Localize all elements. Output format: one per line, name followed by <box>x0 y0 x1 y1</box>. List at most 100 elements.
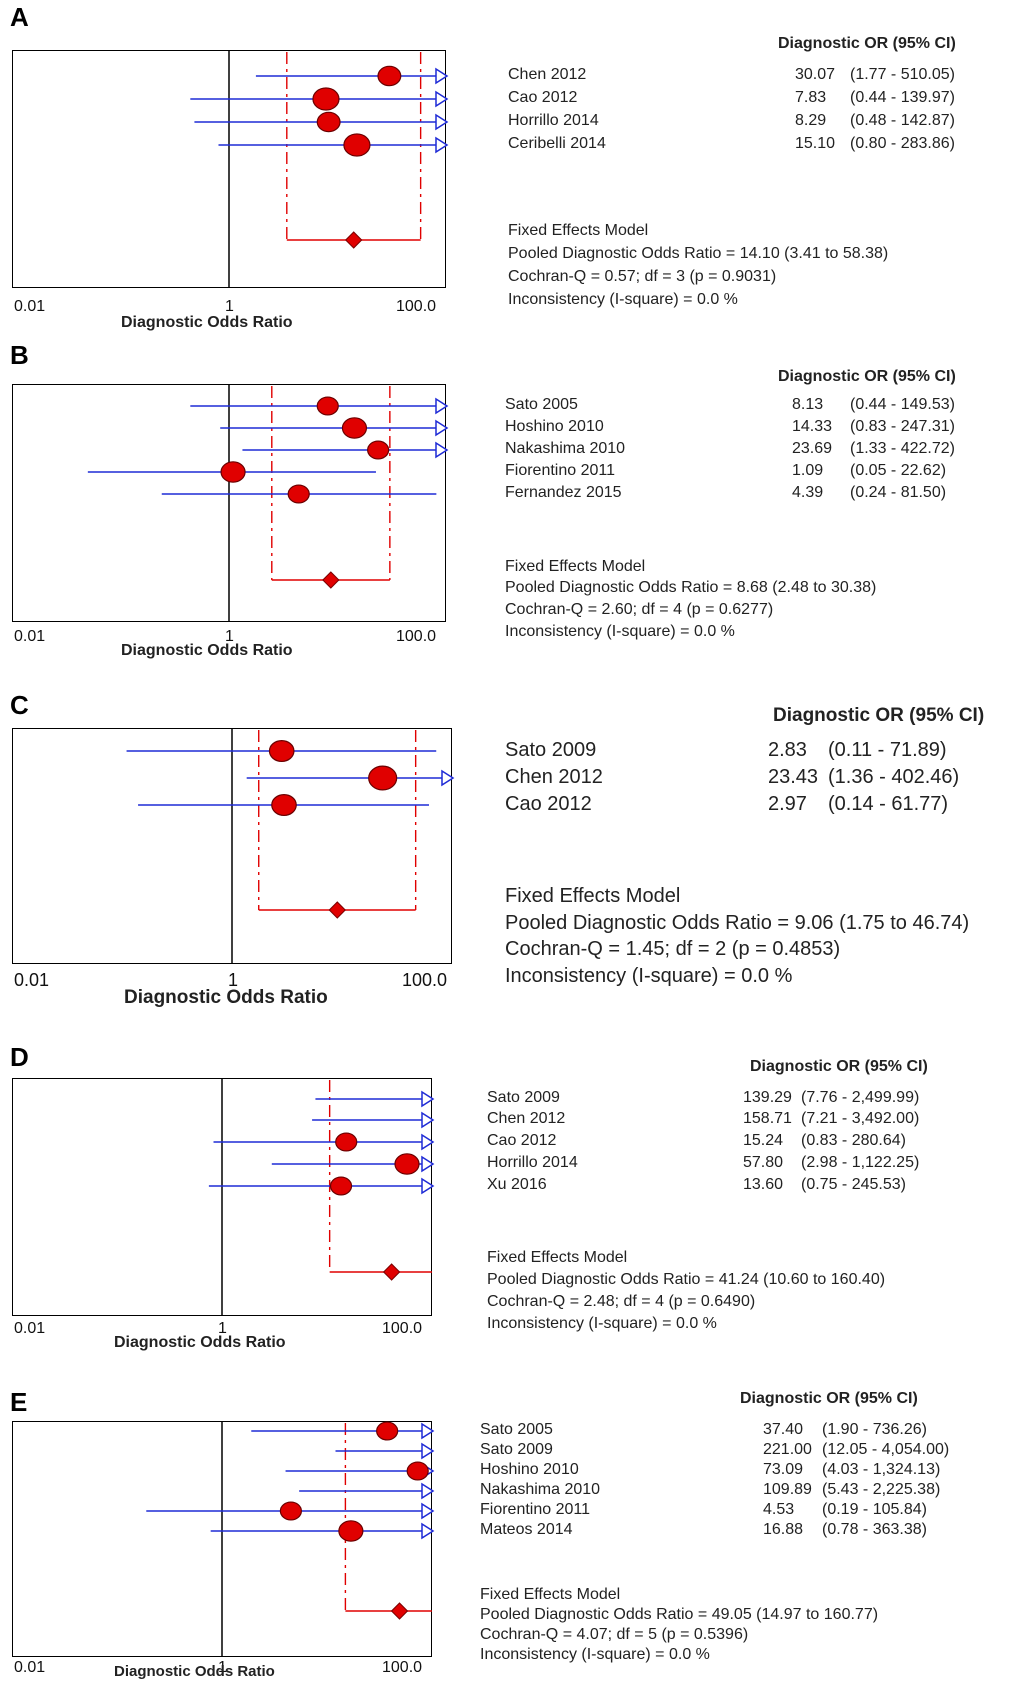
study-point-marker <box>316 111 341 133</box>
ci-range: (1.33 - 422.72) <box>850 440 955 458</box>
x-tick-label: 1 <box>228 970 239 990</box>
ci-range: (0.05 - 22.62) <box>850 462 947 480</box>
pooled-diamond <box>344 231 363 249</box>
ci-arrow-icon <box>435 419 449 437</box>
ci-range: (4.03 - 1,324.13) <box>822 1461 941 1479</box>
study-point-marker <box>341 417 368 439</box>
ci-range: (0.44 - 139.97) <box>850 89 955 107</box>
ci-range: (0.80 - 283.86) <box>850 135 955 153</box>
or-value: 4.53 <box>763 1501 795 1519</box>
ci-range: (7.21 - 3,492.00) <box>801 1110 920 1128</box>
study-label: Sato 2009 <box>480 1441 553 1459</box>
ci-range: (1.90 - 736.26) <box>822 1421 927 1439</box>
study-label: Sato 2005 <box>505 396 578 414</box>
or-value: 14.33 <box>792 418 833 436</box>
column-header: Diagnostic OR (95% CI) <box>740 1390 918 1407</box>
panel-letter: E <box>10 1387 28 1417</box>
or-value: 37.40 <box>763 1421 804 1439</box>
ci-range: (0.11 - 71.89) <box>828 738 947 761</box>
or-value: 8.29 <box>795 112 827 130</box>
ci-arrow-icon <box>435 397 449 415</box>
ci-arrow-icon <box>421 1177 435 1195</box>
study-label: Hoshino 2010 <box>480 1461 579 1479</box>
summary-line: Pooled Diagnostic Odds Ratio = 8.68 (2.4… <box>505 579 877 597</box>
study-label: Chen 2012 <box>505 765 603 788</box>
column-header: Diagnostic OR (95% CI) <box>750 1058 928 1075</box>
study-label: Mateos 2014 <box>480 1521 573 1539</box>
ci-range: (0.78 - 363.38) <box>822 1521 927 1539</box>
or-value: 15.24 <box>743 1132 784 1150</box>
study-label: Chen 2012 <box>508 66 587 84</box>
study-point-marker <box>271 793 297 817</box>
or-value: 23.69 <box>792 440 833 458</box>
ci-range: (0.83 - 247.31) <box>850 418 955 436</box>
summary-line: Cochran-Q = 1.45; df = 2 (p = 0.4853) <box>505 937 841 960</box>
summary-line: Inconsistency (I-square) = 0.0 % <box>505 964 793 987</box>
study-point-marker <box>287 484 310 504</box>
study-point-marker <box>268 739 295 763</box>
pooled-diamond <box>322 571 340 589</box>
or-value: 15.10 <box>795 135 836 153</box>
ci-arrow-icon <box>441 769 455 787</box>
x-tick-label: 100.0 <box>402 970 448 990</box>
study-label: Horrillo 2014 <box>487 1154 578 1172</box>
summary-line: Pooled Diagnostic Odds Ratio = 14.10 (3.… <box>508 245 889 263</box>
ci-range: (0.48 - 142.87) <box>850 112 955 130</box>
ci-arrow-icon <box>421 1482 435 1500</box>
panel-letter: D <box>10 1042 29 1072</box>
ci-arrow-icon <box>421 1522 435 1540</box>
summary-line: Inconsistency (I-square) = 0.0 % <box>505 623 735 641</box>
study-label: Cao 2012 <box>487 1132 557 1150</box>
ci-range: (0.44 - 149.53) <box>850 396 955 414</box>
study-point-marker <box>312 87 340 111</box>
summary-line: Inconsistency (I-square) = 0.0 % <box>508 291 738 309</box>
ci-arrow-icon <box>435 90 449 108</box>
summary-model: Fixed Effects Model <box>508 222 649 240</box>
or-value: 57.80 <box>743 1154 784 1172</box>
ci-range: (0.24 - 81.50) <box>850 484 947 502</box>
or-value: 109.89 <box>763 1481 812 1499</box>
or-value: 2.83 <box>768 738 807 761</box>
ci-arrow-icon <box>421 1111 435 1129</box>
ci-arrow-icon <box>435 136 449 154</box>
x-tick-label: 100.0 <box>382 1659 423 1676</box>
or-value: 73.09 <box>763 1461 804 1479</box>
x-tick-label: 0.01 <box>14 1659 46 1676</box>
ci-arrow-icon <box>435 113 449 131</box>
x-tick-label: 1 <box>225 298 234 315</box>
study-point-marker <box>376 1421 399 1441</box>
summary-line: Pooled Diagnostic Odds Ratio = 41.24 (10… <box>487 1271 886 1289</box>
study-label: Cao 2012 <box>508 89 578 107</box>
ci-range: (2.98 - 1,122.25) <box>801 1154 920 1172</box>
x-axis-label: Diagnostic Odds Ratio <box>124 987 328 1008</box>
or-value: 2.97 <box>768 792 807 815</box>
study-point-marker <box>338 1520 364 1542</box>
ci-range: (0.83 - 280.64) <box>801 1132 906 1150</box>
study-point-marker <box>279 1501 302 1521</box>
study-point-marker <box>368 765 398 791</box>
or-value: 30.07 <box>795 66 836 84</box>
ci-range: (0.19 - 105.84) <box>822 1501 927 1519</box>
study-label: Ceribelli 2014 <box>508 135 606 153</box>
or-value: 7.83 <box>795 89 827 107</box>
study-label: Nakashima 2010 <box>505 440 626 458</box>
ci-range: (1.36 - 402.46) <box>828 765 960 788</box>
x-tick-label: 1 <box>225 628 234 645</box>
ci-arrow-icon <box>421 1422 435 1440</box>
x-axis-label: Diagnostic Odds Ratio <box>114 1334 286 1351</box>
ci-arrow-icon <box>421 1133 435 1151</box>
study-label: Nakashima 2010 <box>480 1481 601 1499</box>
study-point-marker <box>394 1153 420 1175</box>
summary-model: Fixed Effects Model <box>487 1249 628 1267</box>
or-value: 139.29 <box>743 1089 792 1107</box>
summary-line: Cochran-Q = 0.57; df = 3 (p = 0.9031) <box>508 268 777 286</box>
study-point-marker <box>343 133 371 157</box>
ci-arrow-icon <box>421 1442 435 1460</box>
panel-letter: A <box>10 2 29 32</box>
